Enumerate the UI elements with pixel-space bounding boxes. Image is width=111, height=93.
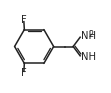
Text: NH: NH bbox=[81, 31, 96, 41]
Text: NH: NH bbox=[81, 52, 96, 62]
Text: F: F bbox=[21, 68, 27, 78]
Text: 2: 2 bbox=[88, 30, 93, 39]
Text: F: F bbox=[21, 15, 27, 25]
